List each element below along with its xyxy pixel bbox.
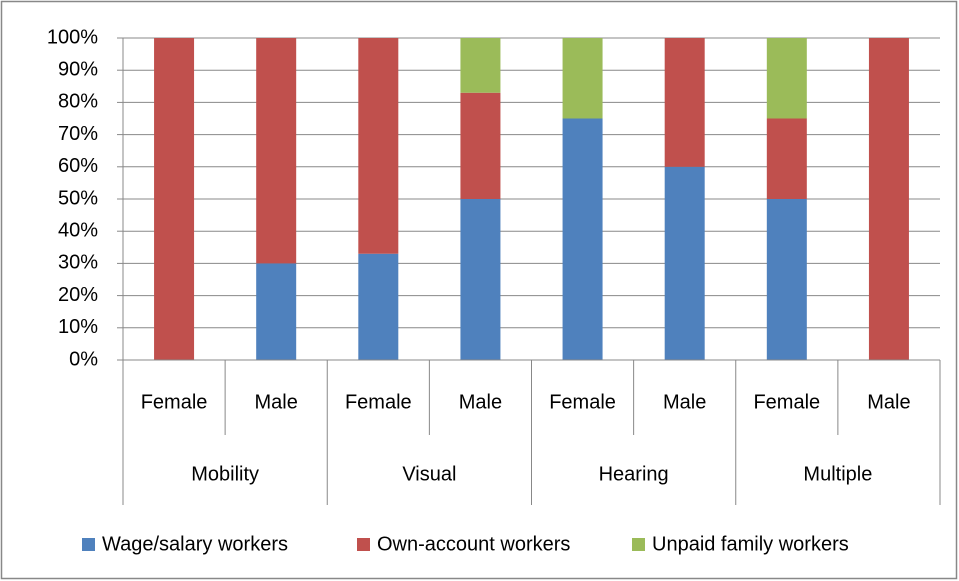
legend-label: Unpaid family workers — [652, 533, 849, 555]
y-tick-label: 80% — [58, 91, 98, 113]
x-tick-label: Male — [255, 391, 298, 413]
x-tick-label: Male — [867, 391, 910, 413]
legend-label: Own-account workers — [377, 533, 570, 555]
y-tick-label: 90% — [58, 58, 98, 80]
x-tick-label: Male — [663, 391, 706, 413]
bar-segment — [358, 38, 399, 254]
bar-segment — [868, 38, 909, 360]
bar-segment — [664, 166, 705, 360]
bar-segment — [766, 118, 807, 199]
x-tick-label: Male — [459, 391, 502, 413]
y-tick-label: 50% — [58, 187, 98, 209]
bar-segment — [154, 38, 195, 360]
y-tick-label: 20% — [58, 284, 98, 306]
bar-segment — [766, 199, 807, 360]
bar-segment — [460, 199, 501, 360]
y-tick-label: 40% — [58, 219, 98, 241]
x-tick-label: Female — [141, 391, 208, 413]
legend-swatch — [632, 538, 645, 551]
y-tick-label: 10% — [58, 316, 98, 338]
y-tick-label: 60% — [58, 155, 98, 177]
y-tick-label: 30% — [58, 252, 98, 274]
legend-swatch — [82, 538, 95, 551]
group-label: Mobility — [191, 463, 259, 485]
y-tick-label: 0% — [69, 348, 98, 370]
bar-segment — [358, 253, 399, 360]
y-tick-label: 70% — [58, 123, 98, 145]
group-label: Multiple — [803, 463, 872, 485]
bar-segment — [562, 38, 603, 119]
bar-segment — [256, 263, 297, 360]
bar-segment — [460, 38, 501, 93]
legend-swatch — [357, 538, 370, 551]
y-tick-label: 100% — [47, 26, 98, 48]
legend-label: Wage/salary workers — [102, 533, 288, 555]
group-label: Visual — [402, 463, 456, 485]
group-label: Hearing — [599, 463, 669, 485]
bar-segment — [562, 118, 603, 360]
x-tick-label: Female — [549, 391, 616, 413]
bar-segment — [766, 38, 807, 119]
bar-segment — [460, 92, 501, 199]
x-tick-label: Female — [345, 391, 412, 413]
x-tick-label: Female — [753, 391, 820, 413]
bar-segment — [256, 38, 297, 264]
bar-segment — [664, 38, 705, 167]
